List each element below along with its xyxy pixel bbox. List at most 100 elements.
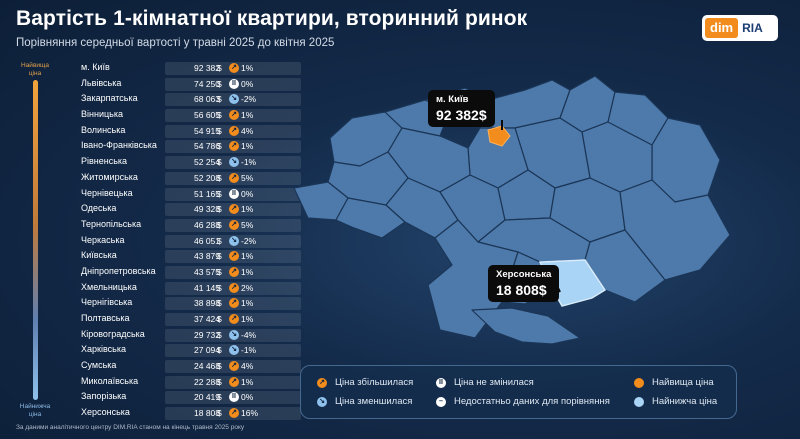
table-row: Харківська 27 094 $ ↘ -1% (75, 343, 301, 359)
trend-up-icon: ↗ (229, 408, 239, 419)
trend-down-icon: ↘ (229, 157, 239, 168)
currency-sign: $ (217, 141, 222, 152)
price-change: 1% (241, 63, 254, 73)
region-name: Черкаська (81, 234, 125, 245)
currency-sign: $ (217, 329, 222, 340)
region-name: Волинська (81, 124, 126, 135)
brand-logo[interactable]: dim RIA (702, 15, 778, 41)
region-name: Полтавська (81, 313, 130, 323)
region-name: Одеська (81, 203, 117, 214)
trend-same-icon: II (229, 188, 239, 199)
currency-sign: $ (217, 376, 222, 387)
legend-up-label: Ціна збільшилася (335, 377, 414, 388)
region-price: 52 208 (194, 172, 220, 183)
price-change: 1% (241, 110, 254, 121)
legend-down: ↘ Ціна зменшилася (317, 396, 412, 407)
highest-dot-icon (634, 377, 644, 388)
currency-sign: $ (217, 172, 222, 183)
legend-same-label: Ціна не змінилася (454, 377, 534, 388)
footnote: За даними аналітичного центру DIM.RIA ст… (16, 424, 245, 431)
legend-nodata-label: Недостатньо даних для порівняння (454, 396, 610, 407)
price-change: -2% (241, 235, 257, 246)
legend-up: ↗ Ціна збільшилася (317, 377, 413, 388)
region-price: 41 145 (194, 282, 220, 293)
currency-sign: $ (217, 63, 222, 73)
minus-icon: – (436, 396, 446, 407)
table-row: Тернопільська 46 288 $ ↗ 5% (75, 218, 301, 234)
price-change: 1% (241, 251, 254, 262)
region-price: 20 419 (194, 392, 220, 403)
table-row: Запорізька 20 419 $ II 0% (75, 390, 301, 406)
table-row: Миколаївська 22 288 $ ↗ 1% (75, 375, 301, 391)
table-row: Закарпатська 68 063 $ ↘ -2% (75, 92, 301, 108)
currency-sign: $ (217, 78, 222, 89)
trend-up-icon: ↗ (229, 63, 239, 73)
region-price: 46 051 (194, 235, 220, 246)
price-change: 2% (241, 282, 254, 293)
region-name: Івано-Франківська (81, 140, 157, 151)
price-change: 4% (241, 361, 254, 372)
currency-sign: $ (217, 251, 222, 262)
price-change: 1% (241, 204, 254, 215)
legend-lowest: Найнижча ціна (634, 396, 717, 407)
region-price: 54 786 (194, 141, 220, 152)
callout-bottom-value: 18 808$ (496, 282, 547, 298)
table-row: Київська 43 879 $ ↗ 1% (75, 249, 301, 265)
price-change: -1% (241, 157, 257, 168)
region-name: Рівненська (81, 156, 128, 167)
region-price: 51 165 (194, 188, 220, 199)
callout-top-value: 92 382$ (436, 107, 487, 123)
map-legend: ↗ Ціна збільшилася ↘ Ціна зменшилася II … (300, 365, 737, 419)
region-name: Дніпропетровська (81, 265, 156, 276)
trend-down-icon: ↘ (229, 345, 239, 356)
table-row: Черкаська 46 051 $ ↘ -2% (75, 234, 301, 250)
map-region (471, 307, 581, 345)
lowest-dot-icon (634, 396, 644, 407)
trend-up-icon: ↗ (229, 282, 239, 293)
table-row: Чернівецька 51 165 $ II 0% (75, 187, 301, 203)
region-name: Вінницька (81, 109, 123, 120)
region-price: 52 254 (194, 157, 220, 168)
currency-sign: $ (217, 408, 222, 419)
kyiv-city (487, 125, 511, 147)
table-row: Кіровоградська 29 732 $ ↘ -4% (75, 328, 301, 344)
region-name: Хмельницька (81, 281, 137, 292)
arrow-down-icon: ↘ (317, 396, 327, 407)
table-row: Одеська 49 328 $ ↗ 1% (75, 202, 301, 218)
price-change: 1% (241, 376, 254, 387)
region-name: Кіровоградська (81, 328, 145, 339)
page-subtitle: Порівняння середньої вартості у травні 2… (16, 37, 335, 49)
callout-bottom-price: Херсонська 18 808$ (488, 265, 560, 302)
region-name: Чернівецька (81, 187, 133, 198)
trend-up-icon: ↗ (229, 110, 239, 121)
currency-sign: $ (217, 125, 222, 136)
currency-sign: $ (217, 361, 222, 372)
pause-icon: II (436, 377, 446, 388)
legend-same: II Ціна не змінилася (436, 377, 534, 388)
price-change: -4% (241, 329, 257, 340)
currency-sign: $ (217, 235, 222, 246)
region-price: 29 732 (194, 329, 220, 340)
price-change: -2% (241, 94, 257, 105)
scale-top-label: Найвища ціна (21, 62, 49, 77)
table-row: Чернігівська 38 898 $ ↗ 1% (75, 296, 301, 312)
ukraine-map (293, 75, 731, 345)
region-price: 43 575 (194, 266, 220, 277)
trend-same-icon: II (229, 78, 239, 89)
currency-sign: $ (217, 282, 222, 293)
currency-sign: $ (217, 157, 222, 168)
table-row: Волинська 54 915 $ ↗ 4% (75, 124, 301, 140)
region-price: 43 879 (194, 251, 220, 262)
table-row: Полтавська 37 424 $ ↗ 1% (75, 312, 301, 328)
currency-sign: $ (217, 392, 222, 403)
table-row: Вінницька 56 605 $ ↗ 1% (75, 108, 301, 124)
arrow-up-icon: ↗ (317, 377, 327, 388)
price-change: 5% (241, 172, 254, 183)
trend-up-icon: ↗ (229, 376, 239, 387)
scale-bottom-label: Найнижча ціна (19, 403, 51, 418)
currency-sign: $ (217, 298, 222, 309)
region-name: Тернопільська (81, 218, 142, 229)
trend-up-icon: ↗ (229, 125, 239, 136)
trend-up-icon: ↗ (229, 361, 239, 372)
price-change: 5% (241, 219, 254, 230)
